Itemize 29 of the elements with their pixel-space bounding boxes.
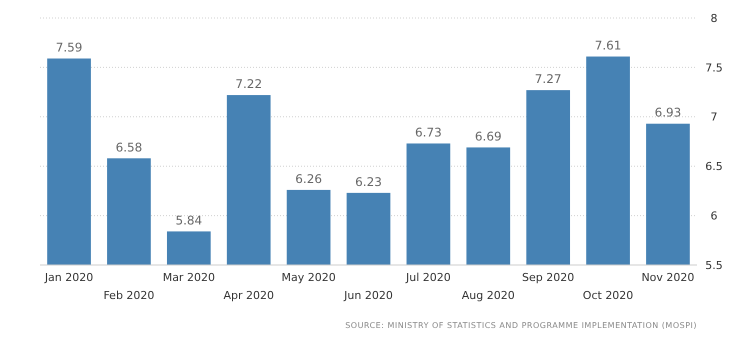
y-tick-label: 7 xyxy=(710,110,718,124)
x-tick-label: Jul 2020 xyxy=(405,271,451,284)
x-tick-label: Sep 2020 xyxy=(522,271,574,284)
data-label: 6.23 xyxy=(355,174,382,189)
source-note: SOURCE: MINISTRY OF STATISTICS AND PROGRAMME IMPLEMENTATION (MOSPI) xyxy=(345,321,697,330)
data-label: 7.22 xyxy=(235,77,262,92)
x-tick-label: Nov 2020 xyxy=(641,271,694,284)
x-tick-label: May 2020 xyxy=(281,271,336,284)
data-label: 6.58 xyxy=(116,140,142,154)
data-label: 7.61 xyxy=(594,38,622,53)
x-tick-label: Feb 2020 xyxy=(103,289,154,302)
x-tick-label: Oct 2020 xyxy=(582,289,634,302)
x-tick-label: Apr 2020 xyxy=(223,289,274,302)
y-tick-label: 7.5 xyxy=(705,61,723,74)
y-tick-label: 5.5 xyxy=(705,258,723,272)
y-tick-label: 6 xyxy=(710,209,718,222)
data-label: 6.26 xyxy=(295,172,322,186)
x-tick-label: Aug 2020 xyxy=(462,289,515,302)
x-tick-label: Jun 2020 xyxy=(343,289,393,302)
data-label: 7.59 xyxy=(56,40,82,55)
data-label: 6.73 xyxy=(415,125,442,140)
x-tick-label: Mar 2020 xyxy=(162,271,215,284)
data-label: 7.27 xyxy=(534,72,562,86)
data-label: 6.69 xyxy=(474,129,502,144)
data-label: 5.84 xyxy=(175,213,202,228)
x-tick-label: Jan 2020 xyxy=(44,271,94,284)
y-tick-label: 8 xyxy=(710,12,718,25)
y-tick-label: 6.5 xyxy=(705,160,723,174)
data-label: 6.93 xyxy=(654,106,682,120)
